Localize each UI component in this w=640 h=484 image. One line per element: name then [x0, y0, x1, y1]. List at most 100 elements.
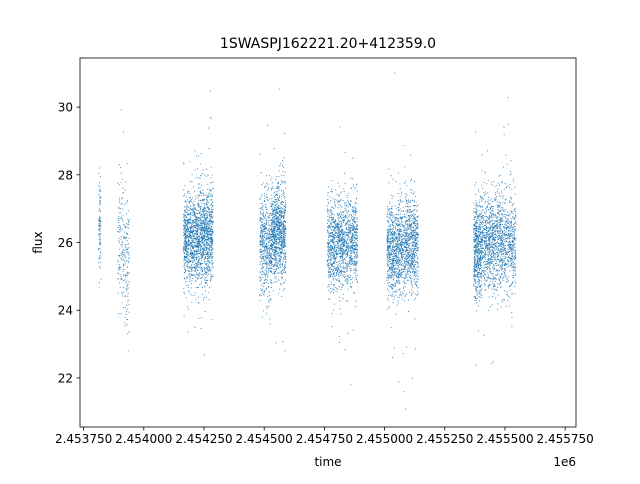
data-point — [269, 198, 271, 200]
data-point — [261, 264, 263, 266]
data-point — [272, 230, 275, 232]
data-point — [118, 201, 121, 203]
data-point — [350, 269, 352, 271]
data-point — [118, 266, 120, 268]
data-point — [333, 201, 335, 203]
data-point — [261, 223, 263, 225]
data-point — [185, 248, 187, 250]
data-point — [346, 274, 348, 276]
data-point — [210, 251, 213, 254]
data-point — [338, 221, 340, 223]
data-point — [124, 237, 126, 239]
data-point — [188, 248, 190, 250]
data-point — [274, 209, 276, 211]
data-point — [271, 202, 273, 204]
data-point — [260, 249, 262, 251]
data-point — [349, 224, 351, 226]
data-point — [203, 218, 205, 220]
data-point — [328, 270, 330, 272]
data-point — [99, 238, 101, 240]
data-point — [209, 273, 211, 275]
data-point — [209, 204, 211, 207]
data-point — [345, 278, 347, 280]
data-point — [333, 249, 335, 251]
data-point — [355, 233, 357, 235]
data-point — [211, 230, 214, 232]
data-point — [356, 202, 358, 204]
data-point — [212, 221, 214, 223]
data-point — [121, 178, 123, 180]
data-point — [394, 225, 397, 227]
data-point — [357, 239, 359, 241]
data-point — [346, 221, 348, 223]
data-point — [327, 219, 330, 221]
data-point — [212, 215, 214, 217]
data-point — [119, 228, 122, 230]
data-point — [126, 288, 128, 290]
data-point — [126, 280, 128, 282]
data-point — [270, 219, 272, 221]
data-point — [275, 223, 277, 225]
data-point — [184, 245, 186, 248]
data-point — [190, 219, 192, 221]
data-point — [202, 293, 204, 296]
data-point — [118, 228, 121, 230]
data-point — [356, 256, 358, 258]
data-point — [260, 224, 262, 227]
data-point — [260, 231, 263, 233]
data-point — [209, 117, 211, 119]
data-point — [266, 253, 268, 255]
data-point — [332, 270, 334, 272]
data-point — [339, 264, 342, 266]
data-point — [207, 251, 209, 253]
data-point — [259, 255, 261, 257]
data-point — [281, 224, 283, 226]
data-point — [204, 204, 206, 206]
data-point — [354, 231, 356, 233]
data-point — [124, 317, 126, 319]
data-point — [356, 251, 358, 253]
data-point — [204, 262, 206, 264]
data-point — [280, 284, 282, 286]
data-point — [329, 217, 331, 219]
data-point — [205, 209, 207, 212]
data-point — [350, 252, 352, 254]
data-point — [185, 240, 187, 242]
data-point — [193, 210, 195, 212]
data-point — [285, 242, 287, 244]
data-point — [284, 229, 286, 231]
data-point — [209, 215, 211, 218]
data-point — [336, 261, 338, 264]
data-point — [352, 269, 354, 271]
data-point — [271, 213, 273, 215]
data-point — [266, 234, 268, 236]
data-point — [195, 220, 197, 222]
data-point — [272, 218, 274, 220]
data-point — [326, 222, 329, 225]
data-point — [187, 225, 189, 227]
data-point — [275, 179, 277, 181]
data-point — [346, 268, 348, 270]
data-point — [267, 188, 269, 190]
data-point — [339, 205, 342, 207]
data-point — [260, 260, 263, 262]
data-point — [327, 239, 329, 241]
data-point — [263, 199, 265, 201]
data-point — [283, 282, 285, 284]
data-point — [387, 299, 389, 301]
data-point — [259, 277, 261, 279]
data-point — [356, 241, 358, 243]
data-point — [211, 232, 213, 234]
data-point — [122, 250, 124, 252]
data-point — [210, 237, 213, 239]
data-point — [123, 269, 125, 271]
data-point — [353, 248, 355, 250]
data-point — [332, 226, 334, 228]
data-point — [340, 241, 342, 243]
data-point — [98, 184, 100, 187]
data-point — [211, 233, 213, 235]
data-point — [341, 257, 343, 259]
data-point — [262, 236, 264, 238]
data-point — [392, 356, 394, 358]
data-point — [285, 267, 287, 269]
